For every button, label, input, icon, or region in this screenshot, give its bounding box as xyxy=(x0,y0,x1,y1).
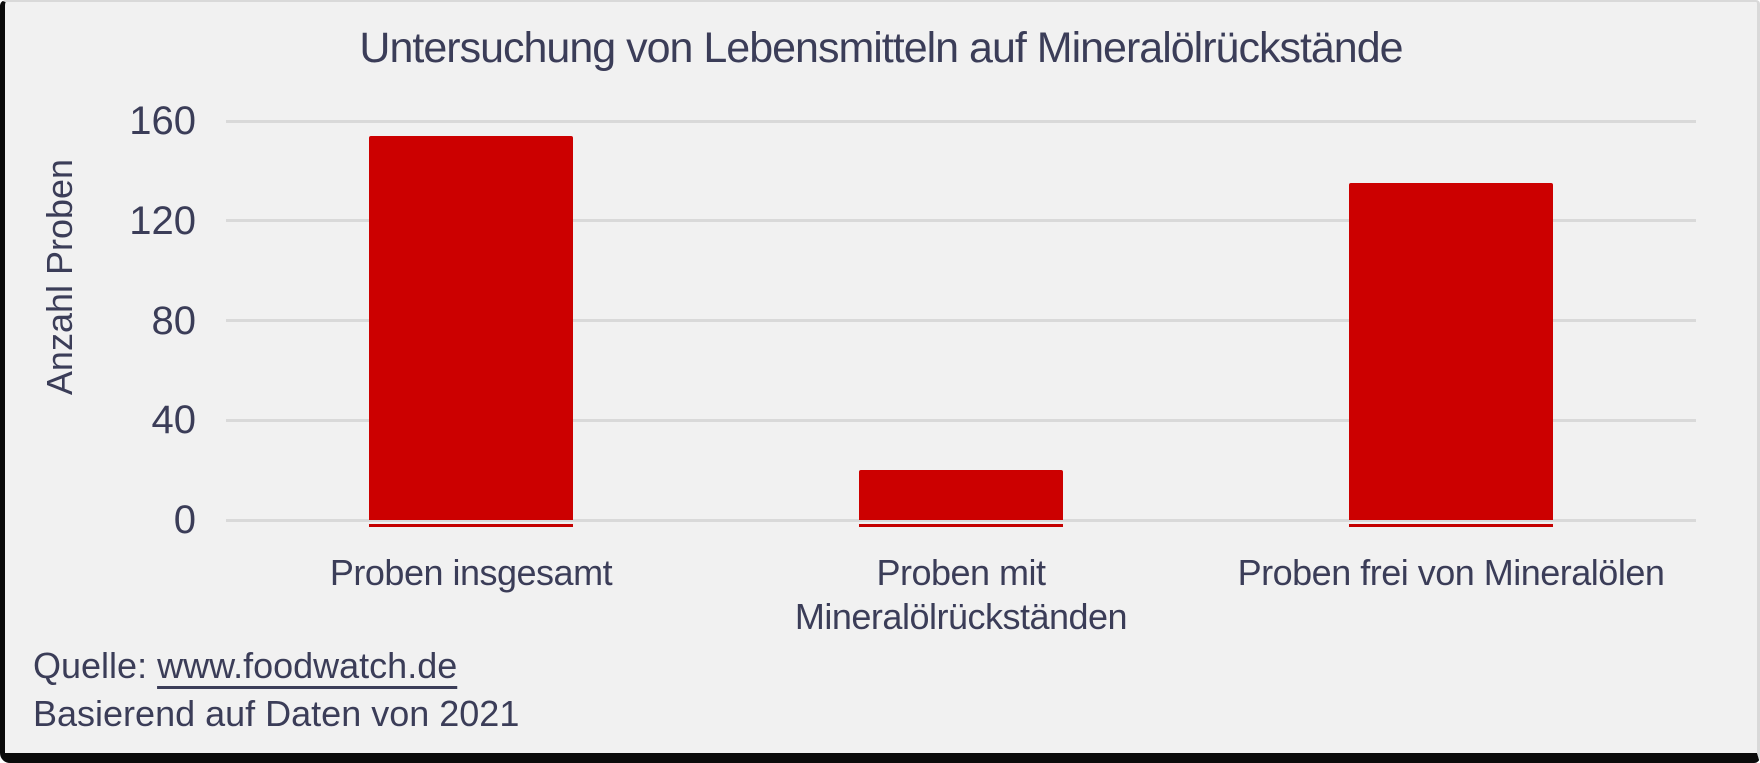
gridline-120 xyxy=(226,219,1696,223)
y-axis-title: Anzahl Proben xyxy=(39,158,80,396)
x-category-label-2: Proben frei von Mineralölen xyxy=(1237,552,1665,593)
bar-underline-1 xyxy=(859,524,1063,527)
y-tick-label-40: 40 xyxy=(151,398,197,443)
source-prefix: Quelle: xyxy=(33,645,158,686)
gridline-80 xyxy=(226,319,1696,322)
plot-area xyxy=(226,119,1696,527)
source-line2: Basierend auf Daten von 2021 xyxy=(33,693,520,734)
bar-2 xyxy=(1349,183,1553,520)
gridline-40 xyxy=(226,418,1696,422)
source-note: Quelle: www.foodwatch.de Basierend auf D… xyxy=(33,642,519,738)
chart-title: Untersuchung von Lebensmitteln auf Miner… xyxy=(359,24,1403,72)
bar-underline-2 xyxy=(1349,524,1553,527)
bar-underline-0 xyxy=(369,524,573,527)
gridline-0 xyxy=(226,518,1696,522)
y-tick-label-80: 80 xyxy=(151,298,197,343)
bar-0 xyxy=(369,135,573,520)
y-tick-label-160: 160 xyxy=(129,99,196,143)
x-category-label-1: Proben mit Mineralölrückständen xyxy=(794,552,1128,637)
x-category-label-0: Proben insgesamt xyxy=(329,552,613,593)
y-tick-label-0: 0 xyxy=(173,498,196,542)
bar-1 xyxy=(859,470,1063,520)
source-line1: Quelle: www.foodwatch.de xyxy=(33,642,519,690)
source-link[interactable]: www.foodwatch.de xyxy=(157,645,458,686)
gridline-160 xyxy=(226,119,1696,123)
y-tick-label-120: 120 xyxy=(129,198,196,243)
